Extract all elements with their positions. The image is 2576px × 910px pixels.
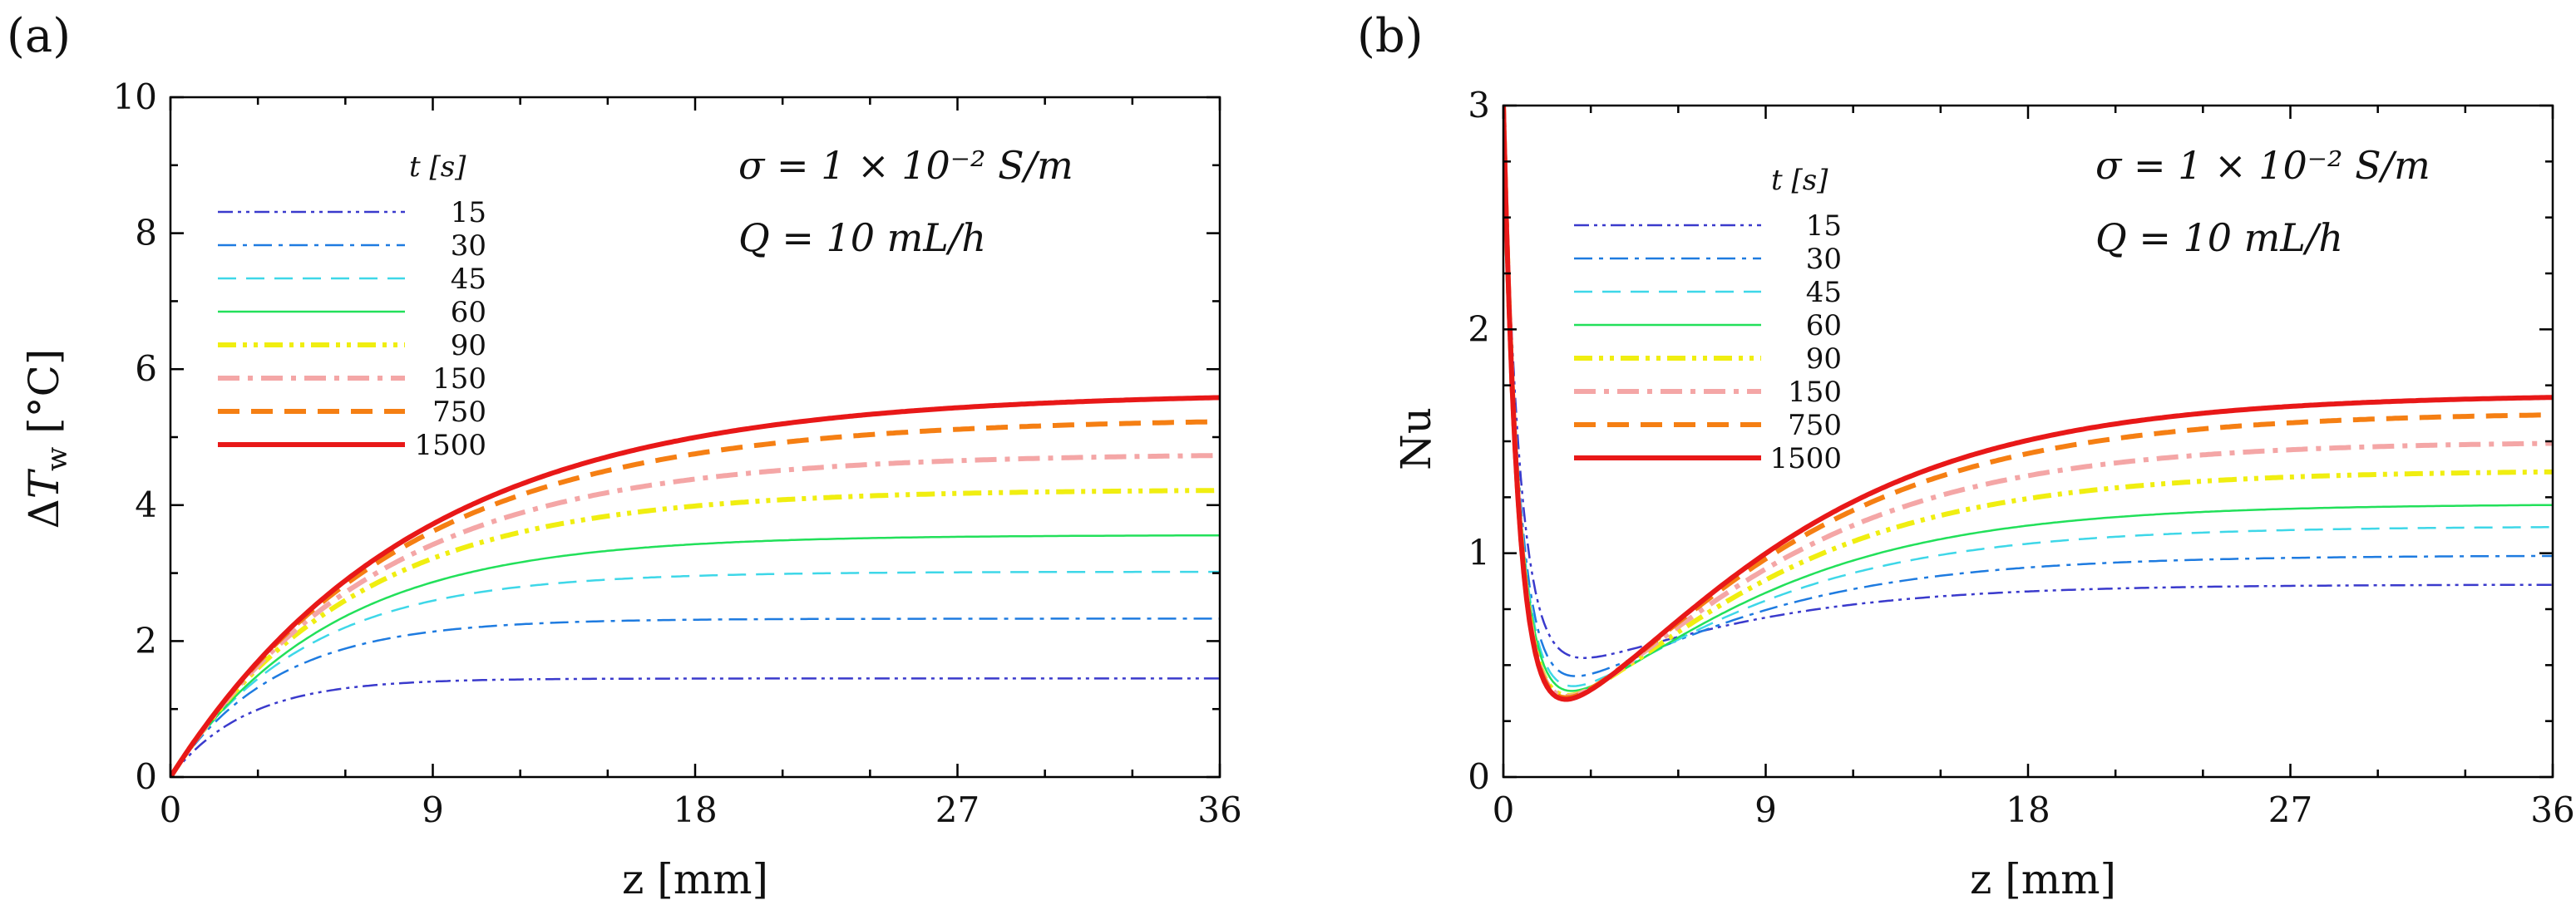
series-group-a [170,395,1220,777]
y-ticks-b: 0 1 2 3 [1468,85,2553,797]
legend-label-750: 750 [1788,409,1842,442]
annotation-sigma-a: σ = 1 × 10⁻² S/m [738,143,1073,188]
series-line-30 [1503,106,2553,677]
legend-label-150: 150 [432,362,486,396]
y-tick-label: 10 [113,76,157,117]
legend-label-90: 90 [451,329,486,362]
x-axis-label-b: z [mm] [1970,855,2116,903]
y-tick-label: 4 [135,485,157,525]
annotation-q-a: Q = 10 mL/h [738,215,986,260]
legend-label-1500: 1500 [1769,442,1842,475]
y-axis-label-a-var: T [20,468,68,499]
series-line-45 [1503,106,2553,687]
series-line-1500 [1503,106,2553,702]
x-tick-label: 9 [1754,789,1777,830]
x-axis-label-a: z [mm] [622,855,768,903]
legend-label-30: 30 [1806,243,1842,276]
chart-a: (a) 0 9 18 27 36 0 2 4 6 8 10 z [mm] ΔTw [°C] σ =… [7,9,1242,903]
y-tick-label: 3 [1468,85,1490,125]
y-tick-label: 2 [135,620,157,661]
y-tick-label: 8 [135,213,157,253]
y-ticks-a: 0 2 4 6 8 10 [113,76,1220,797]
x-tick-label: 0 [160,789,182,830]
series-line-750 [170,419,1220,777]
y-axis-label-a-delta: Δ [20,499,68,529]
series-line-90 [1503,106,2553,698]
series-line-1500 [170,395,1220,777]
y-axis-label-a-sub: w [41,447,74,471]
series-line-150 [1503,106,2553,700]
legend-label-750: 750 [432,396,486,429]
x-tick-label: 0 [1493,789,1515,830]
legend-label-30: 30 [451,229,486,263]
legend-label-45: 45 [451,263,486,296]
legend-title-a: t [s] [409,150,466,184]
x-tick-label: 36 [1197,789,1241,830]
legend-label-15: 15 [451,196,486,229]
y-tick-label: 2 [1468,308,1490,349]
series-group-b [1503,106,2553,702]
y-tick-label: 6 [135,348,157,389]
legend-label-60: 60 [451,296,486,329]
panel-label-b: (b) [1357,9,1424,63]
x-tick-label: 27 [2268,789,2312,830]
legend-label-15: 15 [1806,209,1842,243]
annotation-q-b: Q = 10 mL/h [2095,215,2343,260]
chart-b: (b) 0 9 18 27 36 0 1 2 3 z [mm] Nu σ = 1 × 10⁻²… [1357,9,2575,903]
y-axis-label-a-unit: [°C] [20,349,68,447]
series-line-60 [1503,106,2553,692]
legend-label-1500: 1500 [414,429,486,462]
y-tick-label: 0 [135,756,157,797]
series-line-90 [170,488,1220,777]
panel-label-a: (a) [7,9,71,63]
y-tick-label: 0 [1468,756,1490,797]
y-axis-label-b: Nu [1392,407,1440,470]
legend-label-150: 150 [1788,376,1842,409]
y-axis-label-a: ΔTw [°C] [20,349,74,529]
series-line-15 [170,677,1220,777]
legend-label-60: 60 [1806,309,1842,342]
x-ticks-b: 0 9 18 27 36 [1493,106,2575,830]
x-tick-label: 9 [422,789,444,830]
y-tick-label: 1 [1468,533,1490,573]
legend-label-45: 45 [1806,276,1842,309]
series-line-30 [170,617,1220,777]
x-ticks-a: 0 9 18 27 36 [160,97,1242,830]
series-line-15 [1503,106,2553,659]
x-tick-label: 27 [935,789,980,830]
legend-label-90: 90 [1806,342,1842,376]
legend-title-b: t [s] [1771,164,1828,197]
x-tick-label: 36 [2530,789,2574,830]
series-line-45 [170,570,1220,777]
x-tick-label: 18 [673,789,717,830]
x-tick-label: 18 [2006,789,2050,830]
annotation-sigma-b: σ = 1 × 10⁻² S/m [2095,143,2430,188]
series-line-60 [170,534,1220,777]
